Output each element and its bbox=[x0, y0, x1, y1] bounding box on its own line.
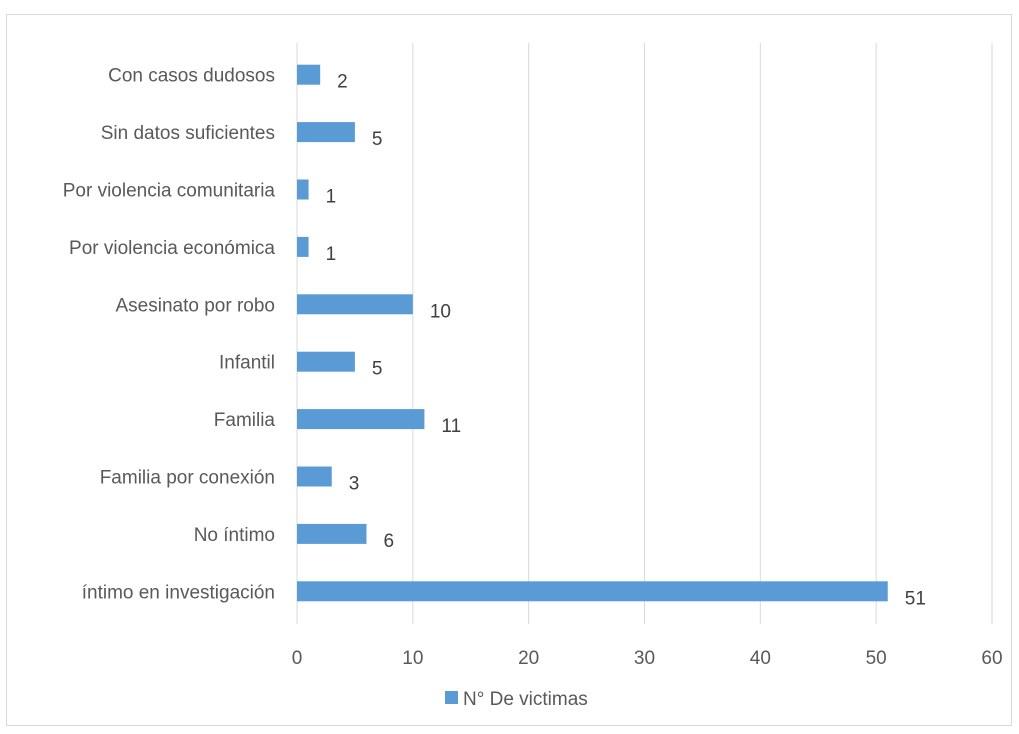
category-label: Sin datos suficientes bbox=[101, 123, 275, 144]
data-label: 1 bbox=[326, 187, 337, 208]
bar-8 bbox=[297, 466, 332, 487]
bar-6 bbox=[297, 351, 355, 372]
data-label: 1 bbox=[326, 244, 337, 265]
x-tick-label: 0 bbox=[292, 648, 303, 669]
bar-4 bbox=[297, 236, 309, 257]
bar-2 bbox=[297, 122, 355, 143]
data-label: 11 bbox=[441, 416, 461, 437]
category-label: No íntimo bbox=[194, 525, 275, 546]
x-tick-label: 60 bbox=[981, 648, 1002, 669]
data-label: 10 bbox=[430, 301, 451, 322]
data-label: 3 bbox=[349, 474, 360, 495]
data-label: 2 bbox=[337, 72, 348, 93]
data-label: 51 bbox=[905, 588, 926, 609]
bar-5 bbox=[297, 294, 413, 315]
data-label: 6 bbox=[384, 531, 395, 552]
bar-3 bbox=[297, 179, 309, 200]
data-label: 5 bbox=[372, 359, 383, 380]
x-tick-label: 20 bbox=[518, 648, 539, 669]
bar-9 bbox=[297, 523, 367, 544]
x-tick-label: 10 bbox=[402, 648, 423, 669]
bar-7 bbox=[297, 409, 425, 430]
category-label: Familia bbox=[214, 410, 276, 431]
bar-chart: 0 10 20 30 40 50 60 Con casos dudosos 2 Sin datos… bbox=[63, 43, 1003, 710]
x-tick-label: 30 bbox=[634, 648, 655, 669]
category-label: Asesinato por robo bbox=[116, 295, 276, 316]
category-label: Con casos dudosos bbox=[108, 66, 275, 87]
legend-swatch bbox=[445, 691, 458, 704]
x-tick-label: 40 bbox=[750, 648, 771, 669]
chart-frame: 0 10 20 30 40 50 60 Con casos dudosos 2 Sin datos… bbox=[6, 14, 1012, 726]
data-label: 5 bbox=[372, 129, 383, 150]
bar-10 bbox=[297, 581, 888, 602]
category-label: Por violencia comunitaria bbox=[63, 181, 276, 202]
x-tick-label: 50 bbox=[866, 648, 887, 669]
category-label: Familia por conexión bbox=[100, 468, 275, 489]
category-label: Infantil bbox=[219, 353, 275, 374]
bar-1 bbox=[297, 64, 321, 85]
legend-label: N° De victimas bbox=[463, 689, 588, 710]
category-label: íntimo en investigación bbox=[82, 582, 275, 603]
category-label: Por violencia económica bbox=[69, 238, 275, 259]
